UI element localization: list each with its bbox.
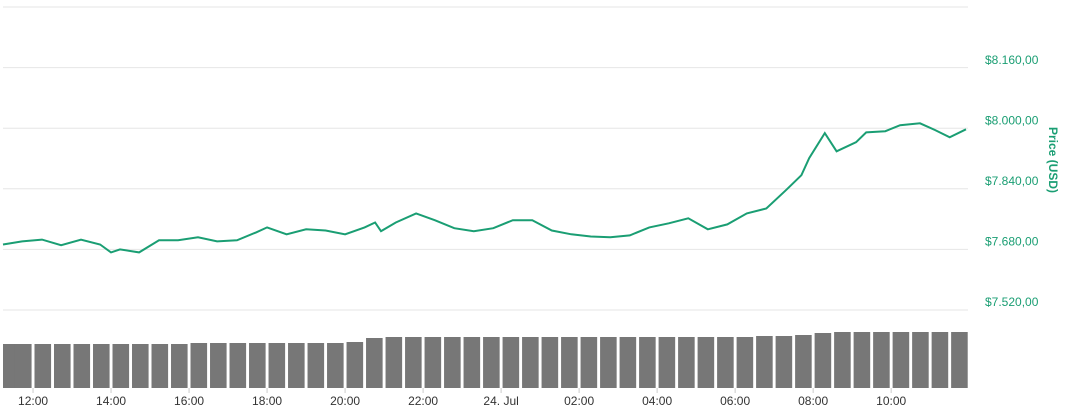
- volume-bar: [580, 337, 598, 388]
- volume-bar: [814, 333, 832, 388]
- volume-bar: [444, 337, 461, 388]
- volume-bar: [697, 337, 715, 388]
- volume-bar: [853, 332, 871, 388]
- x-tick-label: 16:00: [174, 394, 204, 408]
- volume-bar: [600, 337, 617, 388]
- volume-bar: [717, 337, 734, 388]
- y-axis-title: Price (USD): [1046, 127, 1060, 193]
- volume-bar: [912, 332, 929, 388]
- volume-bar: [541, 337, 559, 388]
- volume-bar: [931, 332, 949, 388]
- volume-bar: [951, 332, 968, 388]
- volume-bar: [405, 337, 422, 388]
- volume-bar: [561, 337, 578, 388]
- y-tick-label: $8.160,00: [985, 53, 1039, 67]
- volume-bar: [795, 335, 812, 388]
- volume-bar: [756, 336, 773, 388]
- volume-bar: [53, 344, 71, 388]
- volume-bar: [775, 336, 793, 388]
- x-tick-label: 24. Jul: [483, 394, 518, 408]
- y-tick-label: $8.000,00: [985, 113, 1039, 127]
- volume-bar: [483, 337, 500, 388]
- volume-bar: [210, 343, 227, 388]
- volume-bar: [112, 344, 130, 388]
- volume-bar: [678, 337, 695, 388]
- volume-bar: [619, 337, 637, 388]
- y-tick-label: $7.520,00: [985, 295, 1039, 309]
- x-tick-label: 22:00: [408, 394, 438, 408]
- volume-bar: [385, 337, 403, 388]
- volume-bar: [658, 337, 676, 388]
- volume-bar: [93, 344, 110, 388]
- volume-bar: [307, 343, 325, 388]
- volume-bar: [892, 332, 910, 388]
- volume-bar: [736, 337, 754, 388]
- volume-bar: [34, 344, 52, 388]
- volume-bar: [73, 344, 91, 388]
- x-tick-label: 18:00: [252, 394, 282, 408]
- x-tick-label: 14:00: [96, 394, 126, 408]
- x-tick-label: 04:00: [642, 394, 672, 408]
- volume-bar: [834, 332, 851, 388]
- volume-bar: [171, 344, 188, 388]
- x-tick-label: 20:00: [330, 394, 360, 408]
- y-tick-label: $7.680,00: [985, 235, 1039, 249]
- x-tick-label: 06:00: [720, 394, 750, 408]
- volume-bar: [366, 338, 383, 388]
- volume-bar: [132, 344, 149, 388]
- volume-bar: [463, 337, 481, 388]
- volume-bar: [288, 343, 305, 388]
- volume-bar: [522, 337, 539, 388]
- x-tick-label: 08:00: [798, 394, 828, 408]
- volume-bar: [346, 342, 364, 388]
- volume-bar: [424, 337, 442, 388]
- volume-bar: [268, 343, 286, 388]
- y-tick-label: $7.840,00: [985, 174, 1039, 188]
- x-tick-label: 02:00: [564, 394, 594, 408]
- volume-bar: [327, 343, 344, 388]
- volume-bar: [249, 343, 266, 388]
- volume-bar: [229, 343, 247, 388]
- price-line: [2, 122, 967, 254]
- volume-bar: [14, 344, 32, 388]
- x-tick-label: 12:00: [18, 394, 48, 408]
- volume-bar: [190, 343, 208, 388]
- volume-bar: [151, 344, 169, 388]
- x-tick-label: 10:00: [876, 394, 906, 408]
- volume-bar: [639, 337, 656, 388]
- volume-bar: [502, 337, 520, 388]
- volume-bar: [873, 332, 890, 388]
